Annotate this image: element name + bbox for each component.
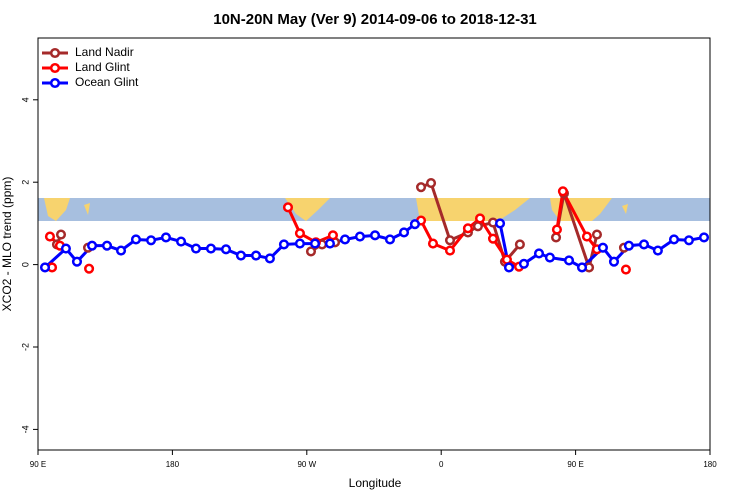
ocean-band (38, 198, 710, 221)
point (264, 253, 275, 264)
x-tick-label: 0 (439, 460, 444, 469)
land (550, 198, 612, 221)
x-tick-label: 90 E (567, 460, 583, 469)
point (160, 232, 172, 243)
land (416, 198, 530, 221)
point (683, 235, 694, 246)
point (427, 238, 439, 249)
legend-marker (49, 77, 61, 89)
point (591, 229, 603, 240)
point (698, 232, 710, 243)
point (250, 250, 262, 261)
point (544, 252, 555, 263)
point (557, 186, 568, 197)
y-tick-label: 0 (20, 262, 30, 267)
point (652, 245, 663, 256)
legend-label: Land Nadir (75, 45, 134, 59)
point (563, 255, 575, 266)
point (462, 223, 473, 234)
point (415, 182, 427, 193)
point (84, 263, 95, 274)
point (145, 235, 157, 246)
y-tick-label: -4 (20, 425, 30, 433)
y-tick-label: 4 (20, 97, 30, 102)
point (235, 250, 246, 261)
point (115, 245, 127, 256)
legend-marker (49, 62, 61, 74)
chart-title: 10N-20N May (Ver 9) 2014-09-06 to 2018-1… (213, 11, 537, 28)
point (503, 262, 515, 273)
point (327, 230, 338, 241)
point (581, 231, 592, 242)
land (285, 198, 330, 221)
point (339, 234, 351, 245)
point (282, 202, 294, 213)
point (501, 254, 512, 265)
point (60, 243, 71, 254)
point (55, 229, 67, 240)
legend-marker (49, 47, 61, 59)
point (176, 236, 187, 247)
point (305, 246, 317, 257)
point (354, 231, 366, 242)
point (398, 227, 410, 238)
x-tick-label: 90 E (30, 460, 46, 469)
point (87, 240, 98, 251)
point (474, 213, 486, 224)
point (190, 243, 202, 254)
map-strip (38, 198, 710, 221)
y-axis-label: XCO2 - MLO trend (ppm) (0, 177, 14, 312)
point (514, 239, 525, 250)
point (576, 262, 588, 273)
point (623, 240, 634, 251)
x-tick-label: 90 W (297, 460, 316, 469)
point (494, 218, 506, 229)
point (324, 238, 335, 249)
point (518, 258, 529, 269)
land (622, 204, 628, 214)
y-tick-label: 2 (20, 180, 30, 185)
x-tick-label: 180 (166, 460, 180, 469)
point (472, 221, 483, 232)
point (487, 233, 499, 244)
land (84, 203, 90, 215)
point (205, 243, 216, 254)
point (369, 230, 381, 241)
point (409, 219, 420, 230)
point (71, 256, 83, 267)
point (597, 242, 608, 253)
legend-label: Ocean Glint (75, 75, 139, 89)
point (39, 262, 51, 273)
point (294, 238, 305, 249)
point (608, 256, 620, 267)
point (278, 239, 290, 250)
point (638, 239, 650, 250)
y-tick-label: -2 (20, 343, 30, 351)
x-tick-label: 180 (703, 460, 717, 469)
point (533, 248, 545, 259)
point (220, 244, 232, 255)
point (130, 234, 142, 245)
x-axis-label: Longitude (349, 476, 402, 490)
point (309, 238, 321, 249)
point (425, 177, 437, 189)
point (384, 234, 396, 245)
point (550, 232, 562, 243)
plot-frame (37, 37, 711, 451)
legend-label: Land Glint (75, 60, 130, 74)
point (551, 224, 562, 235)
point (44, 231, 55, 242)
point (444, 245, 456, 256)
point (101, 240, 113, 251)
point (294, 228, 305, 239)
point (620, 264, 631, 275)
land (44, 198, 70, 221)
point (668, 234, 680, 245)
point (444, 235, 456, 246)
